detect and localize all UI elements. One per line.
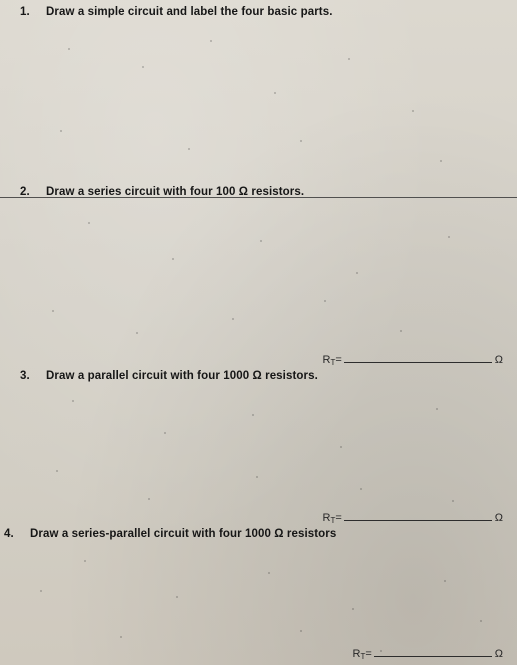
- paper-noise-dot: [142, 66, 144, 68]
- q3-text: Draw a parallel circuit with four 1000 Ω…: [46, 370, 318, 382]
- question-4: 4. Draw a series-parallel circuit with f…: [0, 528, 517, 540]
- rt-suffix: =: [335, 512, 341, 524]
- q4-number: 4.: [4, 528, 18, 540]
- unit-ohm-4: Ω: [495, 648, 503, 660]
- paper-noise-dot: [436, 408, 438, 410]
- paper-noise-dot: [40, 590, 42, 592]
- paper-noise-dot: [68, 48, 70, 50]
- paper-noise-dot: [72, 400, 74, 402]
- answer-blank-2: [344, 351, 492, 363]
- question-4-prompt: 4. Draw a series-parallel circuit with f…: [4, 528, 503, 540]
- answer-blank-4: [374, 645, 492, 657]
- paper-noise-dot: [356, 272, 358, 274]
- paper-noise-dot: [172, 258, 174, 260]
- paper-noise-dot: [452, 500, 454, 502]
- paper-noise-dot: [352, 608, 354, 610]
- question-1-prompt: 1. Draw a simple circuit and label the f…: [20, 6, 503, 18]
- paper-noise-dot: [60, 130, 62, 132]
- question-3-prompt: 3. Draw a parallel circuit with four 100…: [20, 370, 503, 382]
- paper-noise-dot: [324, 300, 326, 302]
- paper-noise-dot: [348, 58, 350, 60]
- section-divider: [0, 197, 517, 198]
- paper-noise-dot: [136, 332, 138, 334]
- rt-label-2: RT=: [322, 354, 341, 366]
- paper-noise-dot: [400, 330, 402, 332]
- answer-line-3: RT= Ω: [322, 509, 503, 524]
- question-3: 3. Draw a parallel circuit with four 100…: [0, 370, 517, 382]
- question-1: 1. Draw a simple circuit and label the f…: [0, 6, 517, 18]
- answer-line-2: RT= Ω: [322, 351, 503, 366]
- paper-noise-dot: [232, 318, 234, 320]
- paper-noise-dot: [268, 572, 270, 574]
- answer-line-4: RT= Ω: [352, 645, 503, 660]
- paper-noise-dot: [360, 488, 362, 490]
- paper-noise-dot: [56, 470, 58, 472]
- paper-noise-dot: [164, 432, 166, 434]
- rt-sub: T: [330, 516, 335, 525]
- paper-noise-dot: [480, 620, 482, 622]
- rt-label-3: RT=: [322, 512, 341, 524]
- paper-background: [0, 0, 517, 665]
- q1-number: 1.: [20, 6, 34, 18]
- paper-noise-dot: [148, 498, 150, 500]
- paper-noise-dot: [300, 140, 302, 142]
- rt-sub: T: [360, 652, 365, 661]
- paper-noise-dot: [440, 160, 442, 162]
- q4-text: Draw a series-parallel circuit with four…: [30, 528, 336, 540]
- paper-noise-dot: [252, 414, 254, 416]
- paper-noise-dot: [52, 310, 54, 312]
- unit-ohm-3: Ω: [495, 512, 503, 524]
- paper-noise-dot: [176, 596, 178, 598]
- paper-noise-dot: [340, 446, 342, 448]
- paper-noise-dot: [84, 560, 86, 562]
- paper-noise-dot: [188, 148, 190, 150]
- paper-noise-dot: [260, 240, 262, 242]
- paper-noise-dot: [300, 630, 302, 632]
- q1-text: Draw a simple circuit and label the four…: [46, 6, 333, 18]
- rt-suffix: =: [335, 354, 341, 366]
- paper-noise-dot: [444, 580, 446, 582]
- unit-ohm-2: Ω: [495, 354, 503, 366]
- answer-blank-3: [344, 509, 492, 521]
- paper-noise-dot: [88, 222, 90, 224]
- rt-sub: T: [330, 358, 335, 367]
- paper-noise-dot: [448, 236, 450, 238]
- paper-noise-dot: [274, 92, 276, 94]
- paper-noise-dot: [210, 40, 212, 42]
- rt-label-4: RT=: [352, 648, 371, 660]
- paper-noise-dot: [256, 476, 258, 478]
- rt-suffix: =: [365, 648, 371, 660]
- paper-noise-dot: [412, 110, 414, 112]
- q3-number: 3.: [20, 370, 34, 382]
- paper-noise-dot: [120, 636, 122, 638]
